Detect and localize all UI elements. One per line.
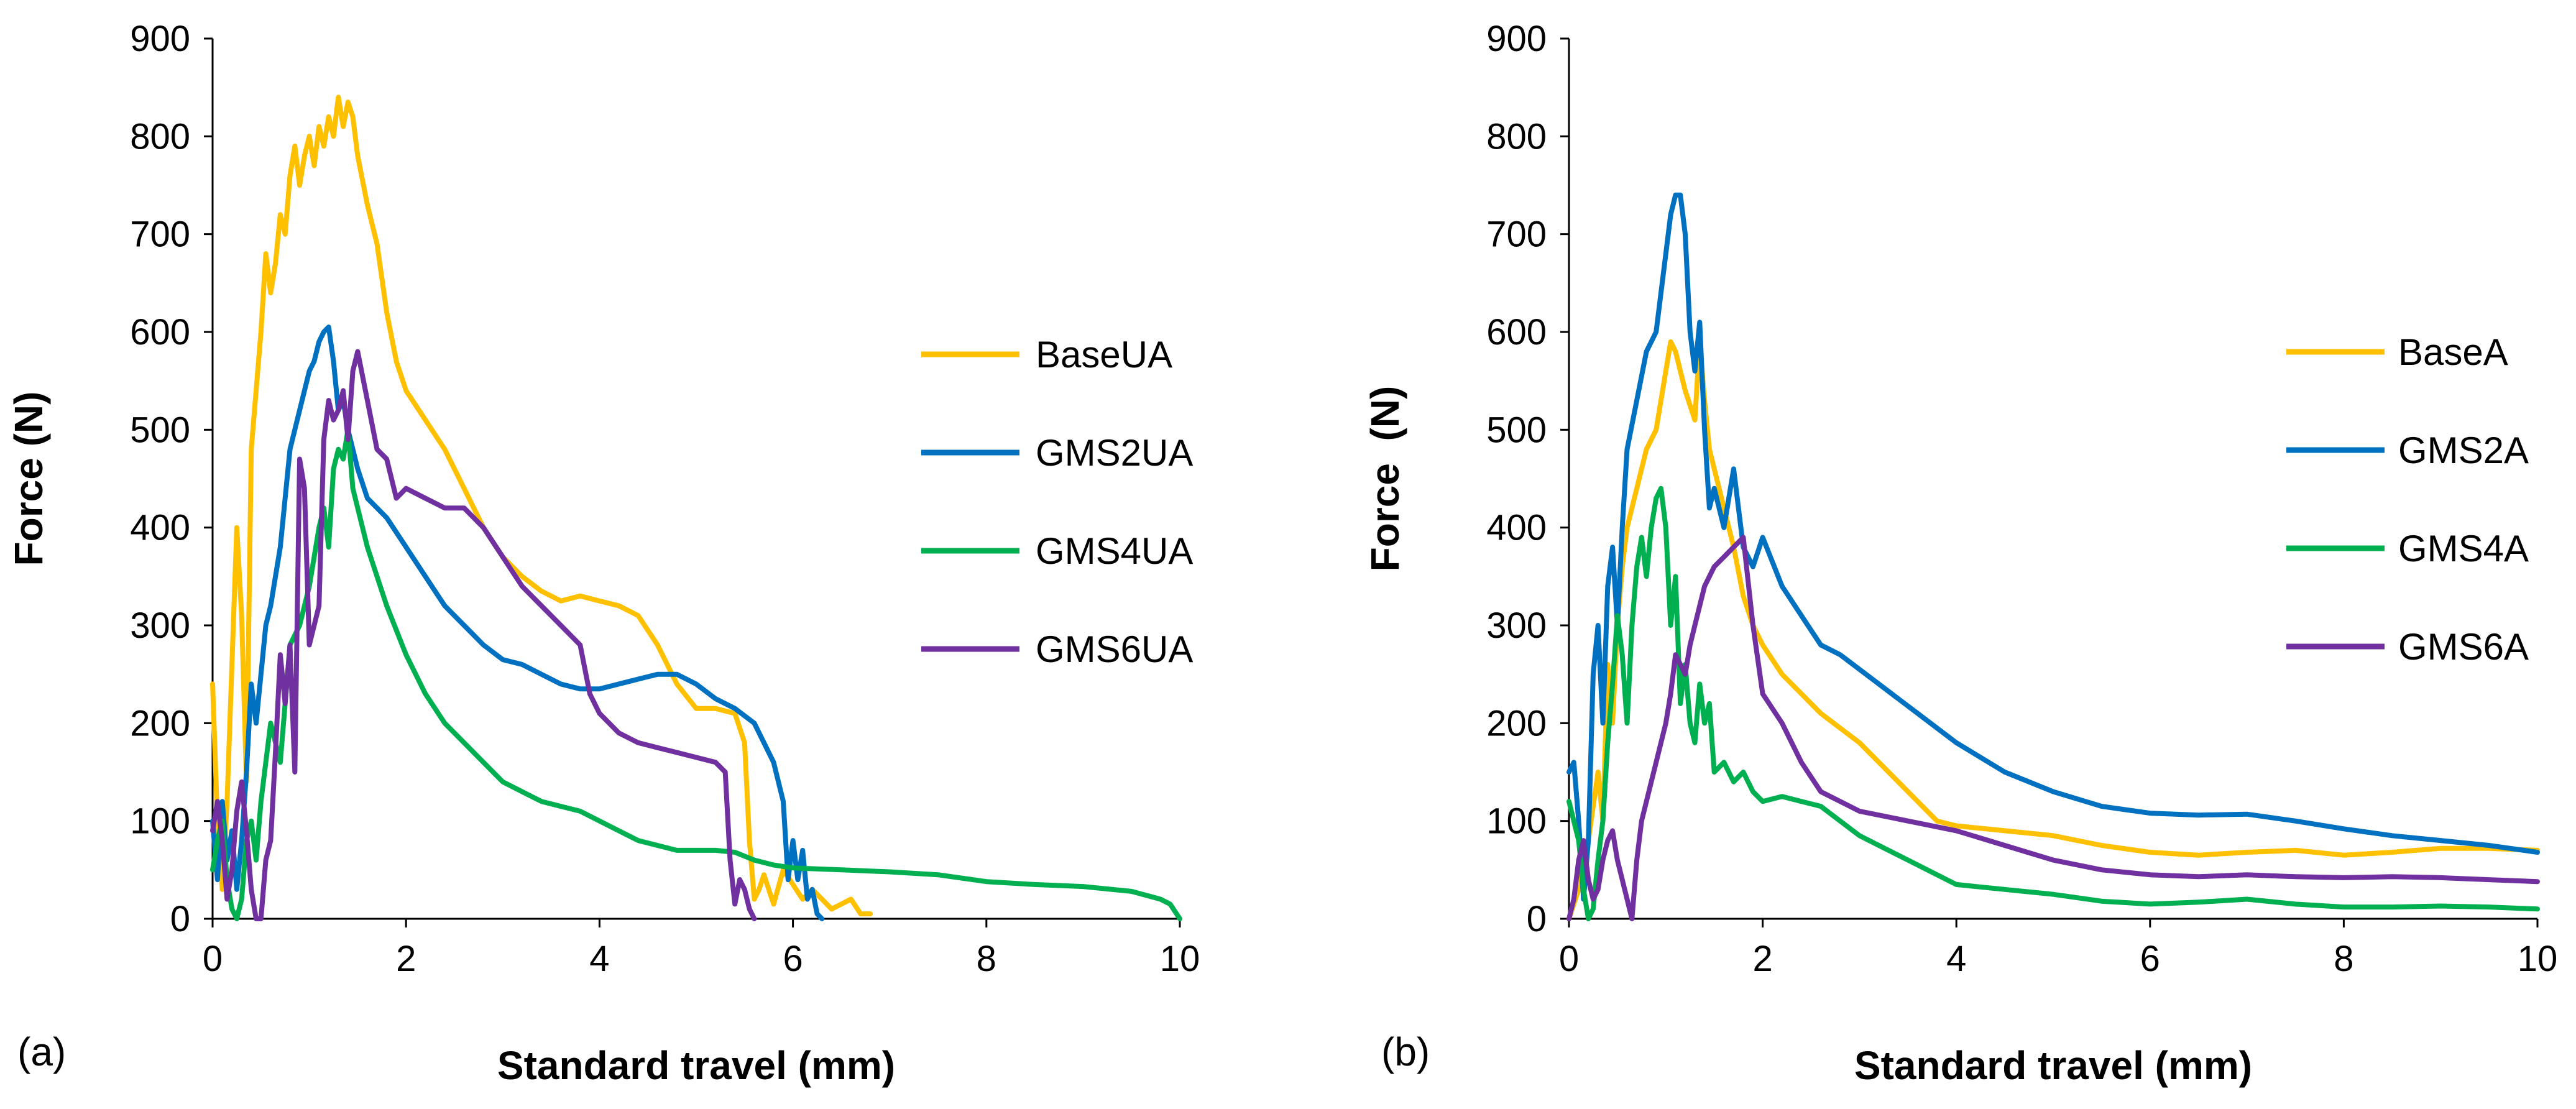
x-tick-label: 4	[1946, 939, 1966, 979]
y-tick-label: 400	[130, 508, 190, 548]
series-line-gms2ua	[210, 324, 825, 921]
panel-a: 0 100 200 300 400 500 600 700 800 900 0 2 4 6 8 10 Stand…	[6, 19, 1200, 1088]
x-tick-label: 10	[2518, 939, 2558, 979]
y-tick-label: 300	[130, 605, 190, 646]
x-tick-label: 2	[1752, 939, 1772, 979]
x-tick-label: 0	[203, 939, 223, 979]
y-tick-label: 600	[1486, 312, 1547, 352]
x-tick-label: 2	[396, 939, 416, 979]
x-tick-label: 6	[2140, 939, 2160, 979]
x-tick-label: 8	[977, 939, 996, 979]
y-tick-label: 700	[1486, 214, 1547, 255]
y-tick-label: 0	[170, 899, 190, 939]
y-tick-label: 400	[1486, 508, 1547, 548]
panel-b: 0 100 200 300 400 500 600 700 800 900 0 2 4 6 8 10 Stand…	[1363, 19, 2557, 1088]
y-tick-label: 900	[1486, 19, 1547, 59]
y-tick-label: 200	[130, 703, 190, 743]
panel-label: (a)	[17, 1029, 66, 1074]
legend-label: GMS6A	[2398, 626, 2529, 668]
y-tick-label: 900	[130, 19, 190, 59]
y-tick-label: 200	[1486, 703, 1547, 743]
panel-label: (b)	[1381, 1029, 1430, 1074]
y-tick-label: 500	[1486, 410, 1547, 450]
legend-label: GMS2UA	[1036, 432, 1193, 474]
y-tick-label: 300	[1486, 605, 1547, 646]
y-tick-label: 600	[130, 312, 190, 352]
x-tick-label: 6	[783, 939, 803, 979]
series-line-gms4a	[1566, 485, 2540, 921]
series-line-gms6ua	[210, 349, 757, 921]
series-line-basea	[1566, 339, 2540, 921]
legend-label: GMS4A	[2398, 528, 2529, 569]
x-tick-label: 8	[2334, 939, 2353, 979]
x-tick-label: 0	[1559, 939, 1579, 979]
y-tick-label: 500	[130, 410, 190, 450]
y-tick-label: 800	[130, 116, 190, 157]
legend-label: GMS2A	[2398, 430, 2529, 471]
x-axis-title: Standard travel (mm)	[1854, 1043, 2252, 1088]
y-tick-label: 800	[1486, 116, 1547, 157]
series-line-gms6a	[1566, 535, 2540, 921]
y-axis-title: Force (N)	[6, 392, 51, 566]
y-axis-title: Force (N)	[1363, 386, 1407, 572]
legend-label: BaseA	[2398, 331, 2508, 373]
series-line-gms2a	[1566, 192, 2540, 902]
x-axis-title: Standard travel (mm)	[497, 1043, 895, 1088]
y-tick-label: 100	[130, 801, 190, 842]
x-tick-label: 10	[1160, 939, 1200, 979]
x-tick-label: 4	[589, 939, 609, 979]
y-tick-label: 100	[1486, 801, 1547, 842]
legend-label: GMS6UA	[1036, 628, 1193, 670]
y-tick-label: 0	[1527, 899, 1547, 939]
series-line-gms4ua	[210, 427, 1182, 921]
y-tick-label: 700	[130, 214, 190, 255]
legend-label: BaseUA	[1036, 334, 1172, 375]
series-line-baseua	[210, 94, 873, 917]
legend-label: GMS4UA	[1036, 530, 1193, 572]
